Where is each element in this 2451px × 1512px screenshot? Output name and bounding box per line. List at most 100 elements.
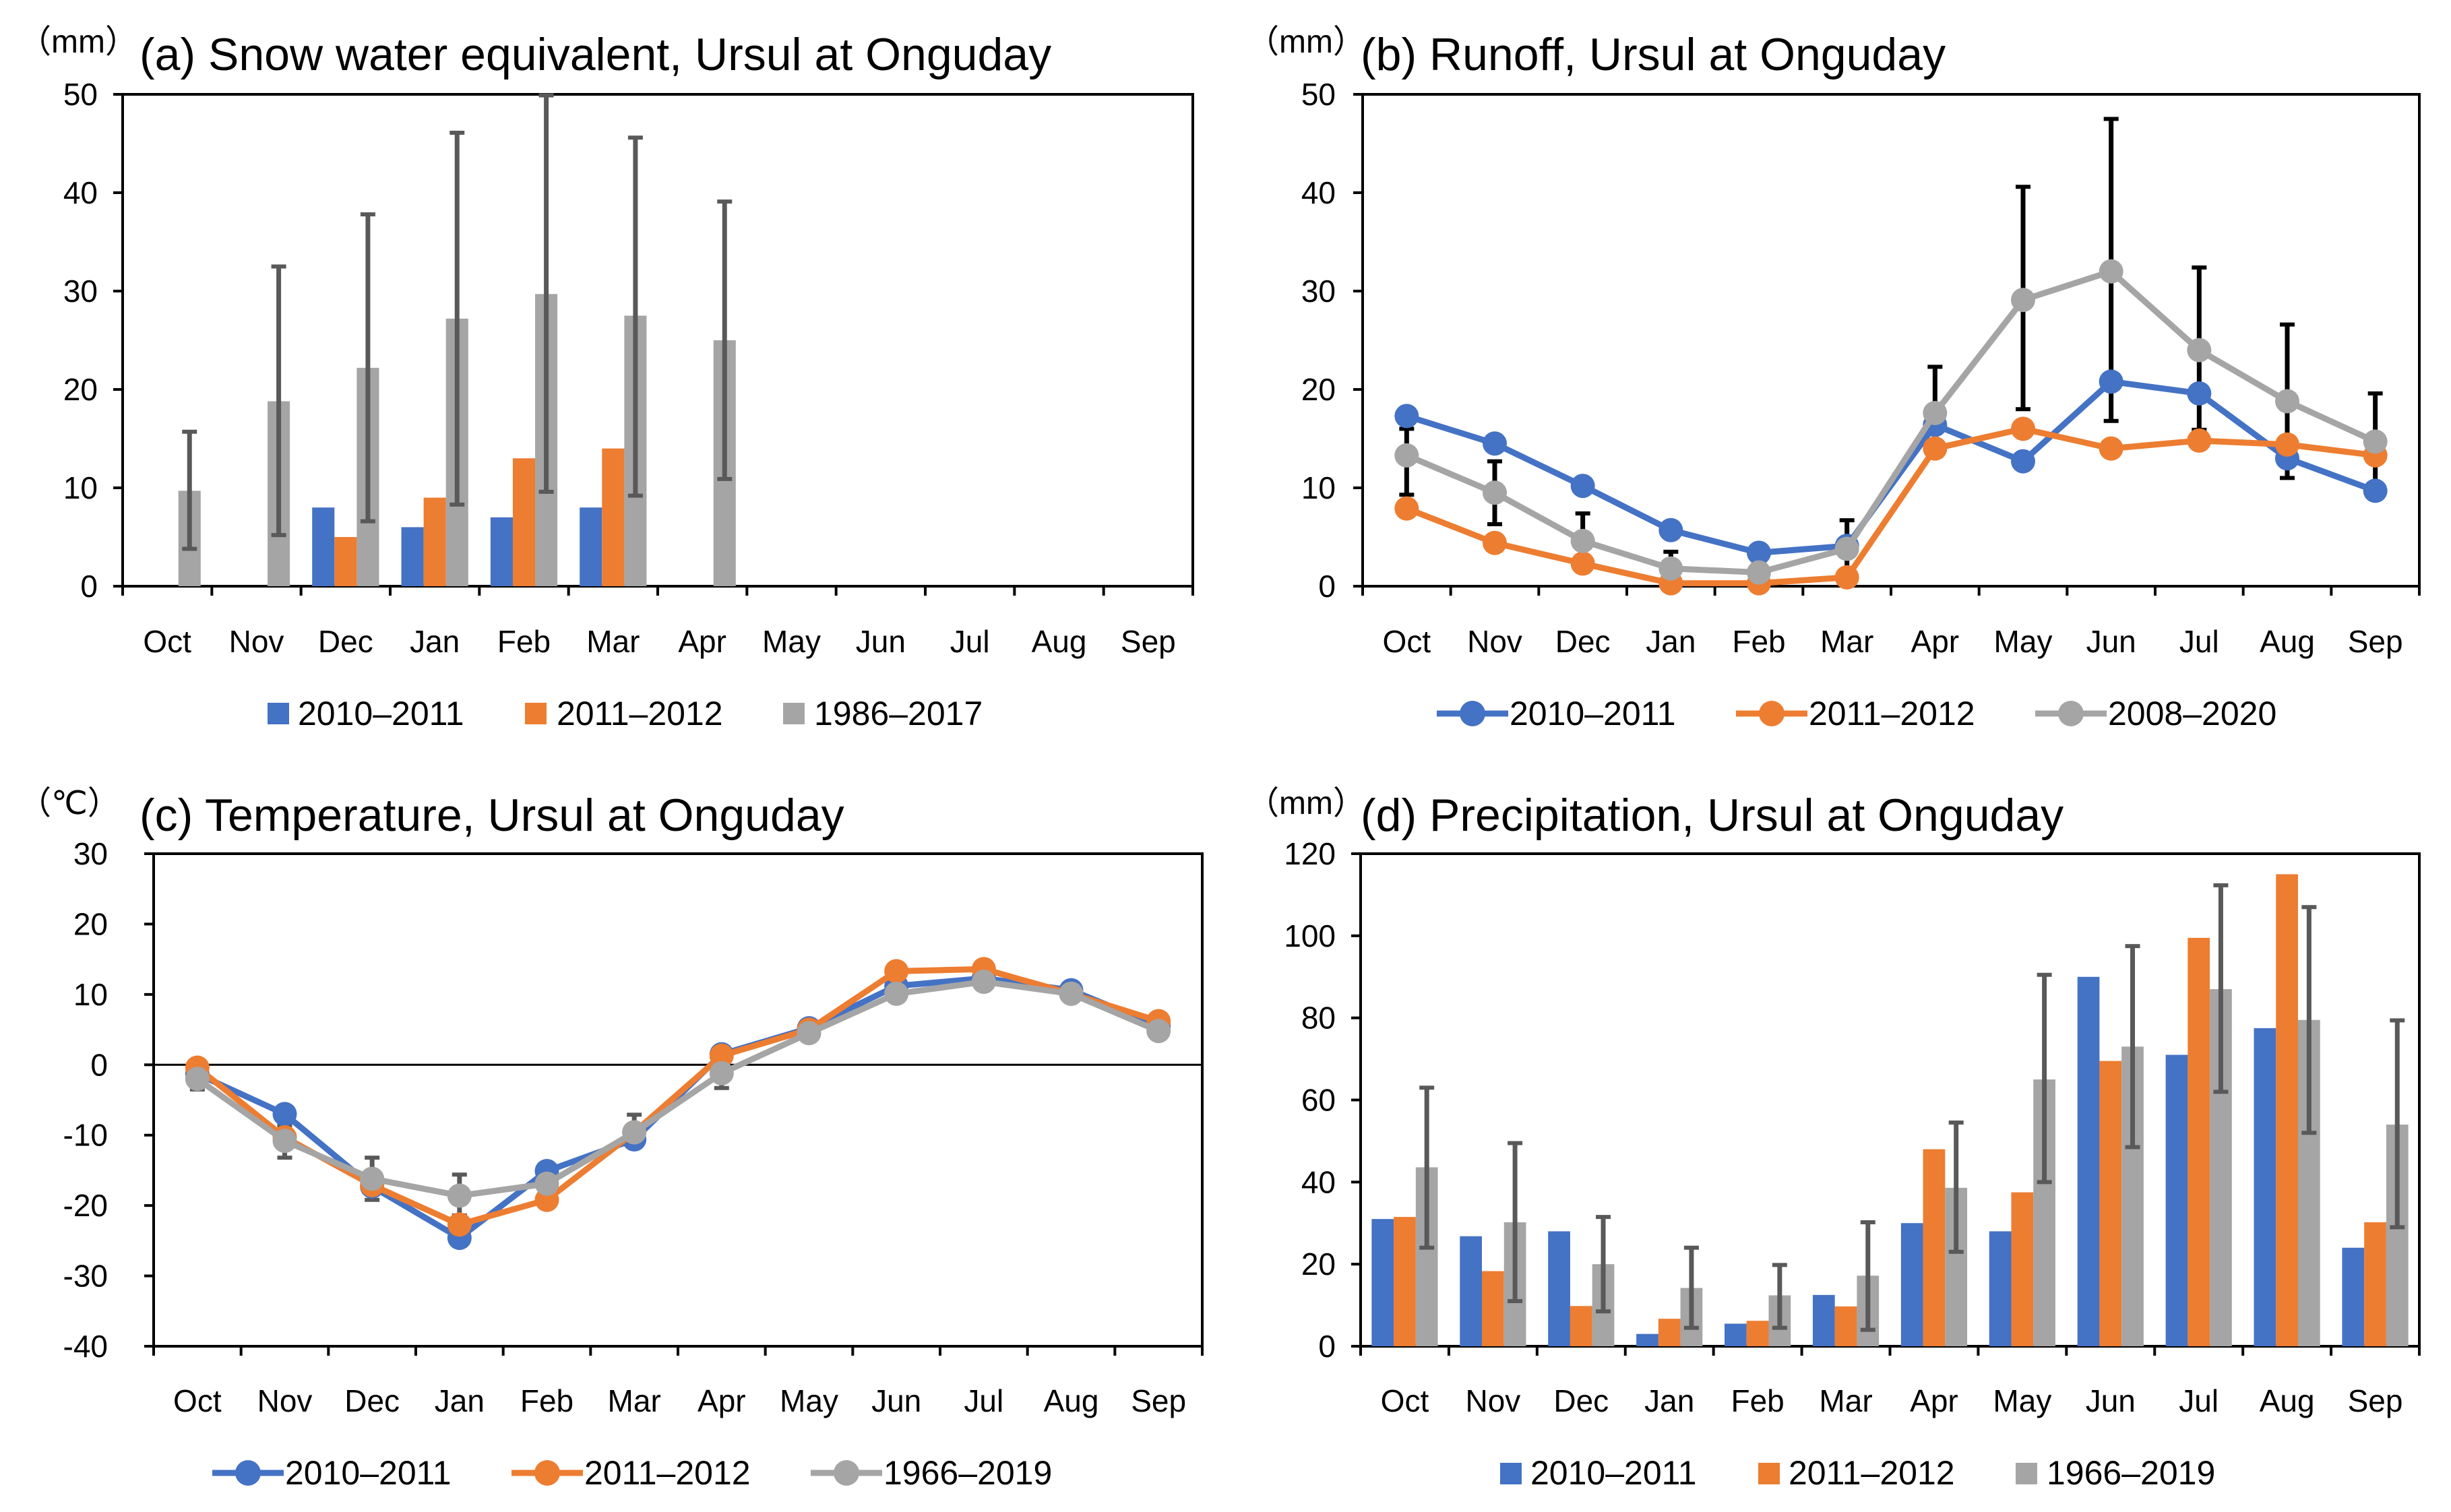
panel-b-legend-marker-1 [1759,701,1785,726]
panel-d-x-tick-label: Jul [2179,1383,2219,1418]
panel-a-y-tick-label: 10 [63,470,98,505]
panel-a-error-bar-Dec [360,212,375,524]
panel-d-bar-0-Dec [1548,1231,1570,1346]
panel-c-point-2-Apr [709,1061,734,1085]
panel-d-unit: （mm） [1247,786,1365,821]
panel-c-legend-label-0: 2010–2011 [285,1454,452,1492]
panel-d-x-tick-label: Dec [1553,1383,1609,1418]
panel-d-bar-0-May [1989,1231,2012,1346]
panel-c-x-tick-label: Apr [697,1383,746,1418]
panel-d-bar-0-Jan [1636,1333,1658,1346]
panel-d-bar-1-Dec [1570,1306,1592,1346]
panel-c-x-tick-label: Nov [257,1383,313,1418]
panel-c-x-tick-label: Oct [173,1383,222,1418]
panel-a-y-tick-label: 0 [80,569,98,604]
panel-d-x-tick-label: Apr [1910,1383,1958,1418]
panel-d-bar-0-Nov [1460,1236,1483,1346]
panel-a-error-bar-Mar [627,135,643,498]
panel-b-series-line-1 [1405,425,2376,587]
panel-a-x-tick-label: Jan [410,624,460,659]
panel-c-legend-label-2: 1966–2019 [883,1454,1052,1492]
panel-d-y-tick-label: 100 [1284,918,1336,953]
panel-c-x-tick-label: Feb [520,1383,573,1418]
panel-c-temperature-chart: （℃） (c) Temperature, Ursul at Onguday -4… [19,786,1204,1492]
panel-b-point-2-May [2011,288,2035,313]
panel-c-point-0-Nov [272,1102,297,1127]
panel-a-x-tick-label: Jun [856,624,906,659]
panel-c-point-2-Jul [971,970,996,995]
panel-d-legend-label-0: 2010–2011 [1530,1454,1697,1492]
panel-b-x-tick-label: Sep [2348,624,2403,659]
panel-a-bar-0-Dec [312,507,335,586]
panel-c-point-2-Oct [185,1067,210,1092]
panel-d-error-bar-Jun [2125,944,2140,1149]
panel-d-x-tick-label: Nov [1465,1383,1520,1418]
panel-a-legend-label-0: 2010–2011 [298,695,464,732]
panel-b-point-0-Jun [2099,369,2123,394]
panel-a-bar-1-Feb [512,458,536,586]
panel-d-legend: 2010–2011 2011–2012 1966–2019 [1500,1454,2215,1492]
panel-d-x-tick-label: Oct [1381,1383,1429,1418]
panel-c-x-tick-label: Jan [435,1383,485,1418]
panel-b-point-2-Sep [2363,429,2388,454]
panel-b-x-tick-label: Oct [1383,624,1431,659]
panel-d-legend-swatch-2 [2016,1463,2037,1484]
panel-b-legend: 2010–2011 2011–2012 2008–2020 [1437,695,2276,732]
panel-b-x-tick-label: Apr [1911,624,1960,659]
panel-c-series-line-2 [195,978,1160,1199]
panel-b-point-2-Jan [1658,556,1683,581]
panel-d-bar-1-Sep [2364,1222,2386,1346]
panel-a-error-bar-Oct [182,429,197,551]
panel-b-point-0-Jul [2187,381,2212,406]
panel-a-bar-0-Feb [490,517,513,586]
panel-b-point-2-Mar [1834,536,1859,561]
panel-b-point-2-Feb [1747,560,1771,585]
panel-d-y-tick-label: 120 [1284,836,1336,871]
panel-d-error-bar-Oct [1419,1085,1435,1250]
panel-d-error-bar-Aug [2301,905,2317,1135]
panel-c-x-tick-label: Mar [608,1383,661,1418]
panel-d-bar-1-Jun [2099,1061,2122,1346]
panel-a-bar-1-Jan [423,497,446,586]
panel-d-bar-1-May [2011,1192,2034,1346]
panel-b-point-2-Dec [1570,528,1595,553]
panel-a-legend-label-2: 1986–2017 [814,695,983,732]
panel-d-error-bar-Nov [1508,1141,1523,1303]
panel-b-x-tick-label: Nov [1467,624,1522,659]
panel-b-legend-marker-0 [1460,701,1485,726]
panel-b-point-2-Oct [1394,443,1419,468]
panel-a-x-tick-label: Mar [586,624,640,659]
panel-c-y-tick-label: -10 [63,1118,108,1153]
panel-d-legend-swatch-1 [1758,1463,1780,1484]
panel-a-y-tick-label: 30 [63,274,98,309]
panel-d-error-bar-May [2037,972,2052,1185]
panel-c-x-tick-label: May [780,1383,838,1418]
panel-c-point-2-Jan [447,1183,472,1208]
panel-c-point-1-Jan [447,1212,472,1237]
panel-b-x-tick-label: Feb [1732,624,1785,659]
panel-c-unit: （℃） [19,786,120,821]
panel-a-x-tick-label: Nov [229,624,284,659]
panel-d-precipitation-chart: （mm） (d) Precipitation, Ursul at Onguday… [1247,786,2421,1492]
panel-b-title: (b) Runoff, Ursul at Onguday [1361,29,1946,80]
panel-c-series-line-1 [195,966,1160,1228]
panel-a-x-tick-label: Dec [318,624,373,659]
panel-b-point-1-Aug [2275,432,2299,457]
panel-d-bar-0-Feb [1725,1323,1747,1346]
panel-b-point-2-Nov [1483,480,1507,505]
panel-c-y-tick-label: 10 [73,977,108,1012]
panel-a-error-bar-Feb [538,93,554,494]
panel-d-x-tick-label: Jun [2086,1383,2136,1418]
panel-d-error-bar-Dec [1596,1215,1611,1314]
panel-c-y-tick-label: 20 [73,906,108,941]
panel-b-point-2-Aug [2275,389,2299,414]
panel-d-legend-swatch-0 [1500,1463,1522,1484]
panel-b-point-0-Feb [1747,540,1771,565]
panel-d-x-tick-label: Sep [2348,1383,2403,1418]
panel-c-x-tick-label: Jun [871,1383,921,1418]
panel-c-x-tick-label: Aug [1044,1383,1099,1418]
panel-b-y-tick-label: 0 [1318,569,1336,604]
panel-a-bar-0-Mar [580,507,602,586]
panel-b-point-1-Jun [2099,436,2123,461]
panel-d-y-tick-label: 80 [1301,1001,1336,1036]
